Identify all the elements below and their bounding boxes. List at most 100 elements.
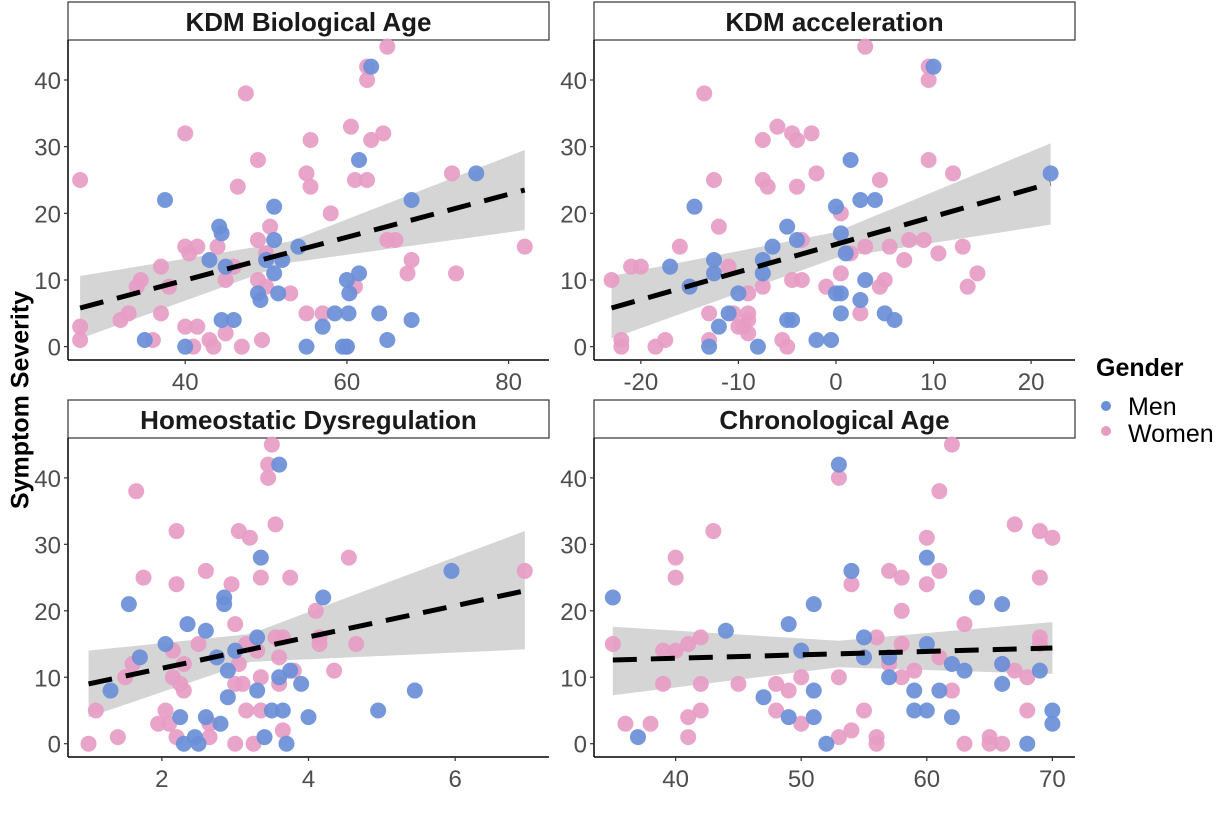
y-tick-label: 20 [34, 201, 61, 228]
data-point-women [696, 85, 713, 102]
data-point-men [808, 332, 825, 348]
data-point-men [403, 312, 420, 328]
data-point-women [1044, 529, 1061, 546]
data-point-men [249, 682, 266, 699]
data-point-women [832, 265, 849, 282]
data-point-women [943, 682, 960, 699]
data-point-men [1019, 735, 1036, 752]
regression-line [79, 187, 526, 311]
data-point-women [918, 576, 935, 593]
data-point-women [730, 675, 747, 692]
data-point-men [379, 332, 396, 348]
data-point-women [190, 636, 207, 653]
data-point-women [720, 258, 737, 275]
x-tick-label: 60 [913, 766, 940, 793]
data-point-men [136, 332, 153, 348]
data-point-women [233, 338, 250, 355]
y-tick-label: 40 [34, 466, 61, 493]
data-point-men [856, 629, 873, 646]
data-point-men [326, 305, 343, 322]
data-point-women [692, 675, 709, 692]
data-point-men [266, 232, 283, 248]
facet-title: Homeostatic Dysregulation [140, 405, 477, 435]
data-point-women [298, 305, 315, 322]
data-point-women [311, 636, 328, 653]
y-tick-label: 30 [560, 532, 587, 559]
data-point-men [197, 709, 214, 726]
facet-title: KDM Biological Age [185, 7, 431, 37]
y-tick-label: 40 [560, 466, 587, 493]
data-point-women [227, 616, 244, 633]
data-point-men [906, 682, 923, 699]
legend-label-women: Women [1128, 420, 1214, 448]
data-point-women [223, 576, 240, 593]
data-point-women [175, 682, 192, 699]
data-point-women [177, 125, 194, 142]
data-point-women [150, 715, 167, 732]
data-point-women [710, 218, 727, 235]
data-point-women [959, 278, 976, 295]
data-point-women [915, 232, 932, 248]
data-point-women [893, 602, 910, 619]
data-point-women [1031, 523, 1048, 540]
data-point-men [764, 238, 781, 255]
data-point-women [830, 729, 847, 746]
data-point-women [706, 172, 723, 188]
data-point-women [72, 172, 89, 188]
data-point-men [1044, 702, 1061, 719]
data-point-women [604, 636, 621, 653]
y-tick-label: 20 [560, 599, 587, 626]
data-point-men [225, 312, 242, 328]
data-point-women [237, 85, 254, 102]
data-point-women [302, 178, 319, 195]
data-point-women [788, 132, 805, 148]
data-point-women [943, 436, 960, 453]
data-point-women [918, 529, 935, 546]
data-point-men [852, 292, 869, 308]
data-point-women [282, 569, 299, 586]
data-point-women [387, 232, 404, 248]
data-point-men [370, 702, 387, 719]
data-point-men [1044, 715, 1061, 732]
data-point-women [1019, 669, 1036, 686]
data-point-women [72, 332, 89, 348]
data-point-women [443, 165, 460, 182]
data-point-women [701, 305, 718, 322]
data-point-men [406, 682, 423, 699]
facet-panel: Homeostatic Dysregulation 0 10 20 30 40 2 4 6 [34, 399, 550, 793]
data-point-men [351, 152, 368, 168]
data-point-women [655, 642, 672, 659]
data-point-men [720, 305, 737, 322]
data-point-men [779, 218, 796, 235]
data-point-men [706, 252, 723, 268]
data-point-men [293, 675, 310, 692]
confidence-band [611, 143, 1051, 339]
data-point-women [868, 629, 885, 646]
data-point-women [234, 675, 251, 692]
data-point-women [80, 735, 97, 752]
data-point-women [189, 238, 206, 255]
data-point-women [843, 722, 860, 739]
data-point-women [901, 232, 918, 248]
data-point-women [981, 735, 998, 752]
data-point-women [680, 636, 697, 653]
facet-strip [67, 1, 550, 41]
data-point-men [1042, 165, 1059, 182]
data-point-men [249, 629, 266, 646]
data-point-women [260, 456, 277, 473]
x-tick-label: 0 [829, 369, 842, 396]
confidence-band [612, 622, 1053, 696]
data-point-men [881, 669, 898, 686]
data-point-men [701, 338, 718, 355]
data-point-men [818, 735, 835, 752]
data-point-women [342, 118, 359, 135]
data-point-women [516, 562, 533, 579]
data-point-women [657, 332, 674, 348]
data-point-women [359, 72, 376, 88]
data-point-women [857, 38, 874, 55]
data-point-women [931, 562, 948, 579]
data-point-women [768, 702, 785, 719]
y-tick-label: 30 [560, 135, 587, 162]
data-point-men [298, 338, 315, 355]
data-point-women [617, 715, 634, 732]
